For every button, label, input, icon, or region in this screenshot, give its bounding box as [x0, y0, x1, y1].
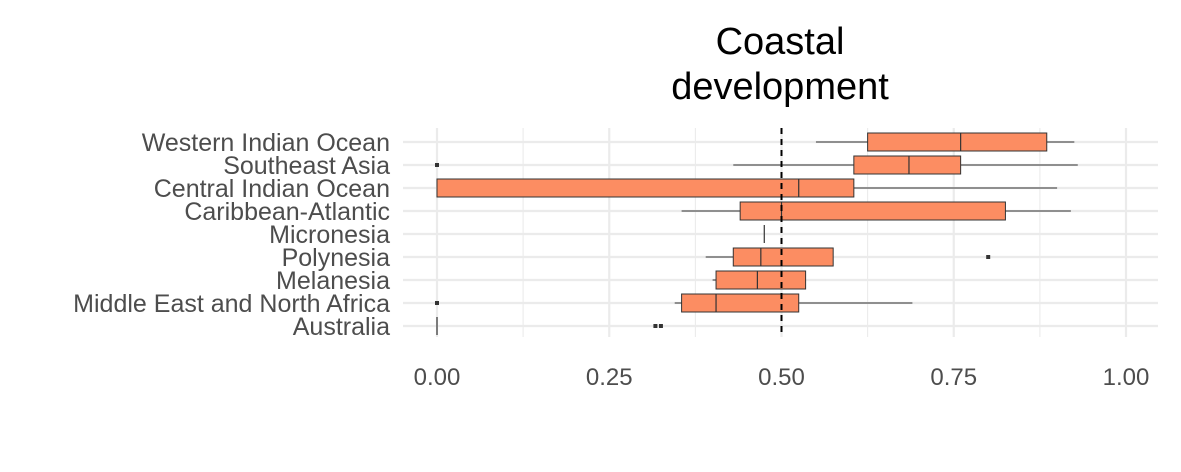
box-iqr: [867, 132, 1048, 152]
outlier-point: [653, 324, 658, 328]
box-caribbean-atlantic: [681, 201, 1071, 221]
y-tick-label: Southeast Asia: [223, 152, 390, 180]
y-tick-label: Micronesia: [269, 221, 390, 249]
box-iqr: [715, 270, 807, 290]
box-melanesia: [712, 270, 807, 290]
y-tick-label: Australia: [293, 313, 390, 341]
box-middle-east-and-north-africa: [435, 293, 913, 313]
x-tick-label: 0.25: [586, 364, 633, 391]
x-tick-label: 0.75: [930, 364, 977, 391]
outlier-point: [435, 163, 439, 167]
box-iqr: [732, 247, 834, 267]
x-tick-label: 0.50: [758, 364, 805, 391]
box-iqr: [739, 201, 1006, 221]
box-polynesia: [705, 247, 991, 267]
box-central-indian-ocean: [436, 178, 1058, 198]
chart-title: Coastal development: [671, 21, 889, 108]
boxes-layer: [435, 132, 1078, 335]
y-tick-label: Central Indian Ocean: [154, 175, 390, 203]
y-tick-label: Middle East and North Africa: [73, 290, 390, 318]
box-southeast-asia: [435, 155, 1078, 175]
box-iqr: [436, 178, 855, 198]
chart-title-line-2: development: [671, 66, 889, 108]
y-tick-label: Caribbean-Atlantic: [184, 198, 390, 226]
y-tick-label: Western Indian Ocean: [142, 129, 390, 157]
x-tick-labels: 0.00 0.25 0.50 0.75 1.00: [414, 364, 1150, 391]
box-australia: [436, 317, 663, 335]
y-tick-label: Polynesia: [282, 244, 390, 272]
x-tick-label: 0.00: [414, 364, 461, 391]
y-tick-label: Melanesia: [276, 267, 390, 295]
chart-title-line-1: Coastal: [716, 21, 845, 63]
box-iqr: [681, 293, 800, 313]
box-iqr: [853, 155, 962, 175]
outlier-point: [986, 255, 991, 259]
x-tick-label: 1.00: [1103, 364, 1150, 391]
box-western-indian-ocean: [815, 132, 1075, 152]
outlier-point: [658, 324, 663, 328]
outlier-point: [435, 301, 439, 305]
